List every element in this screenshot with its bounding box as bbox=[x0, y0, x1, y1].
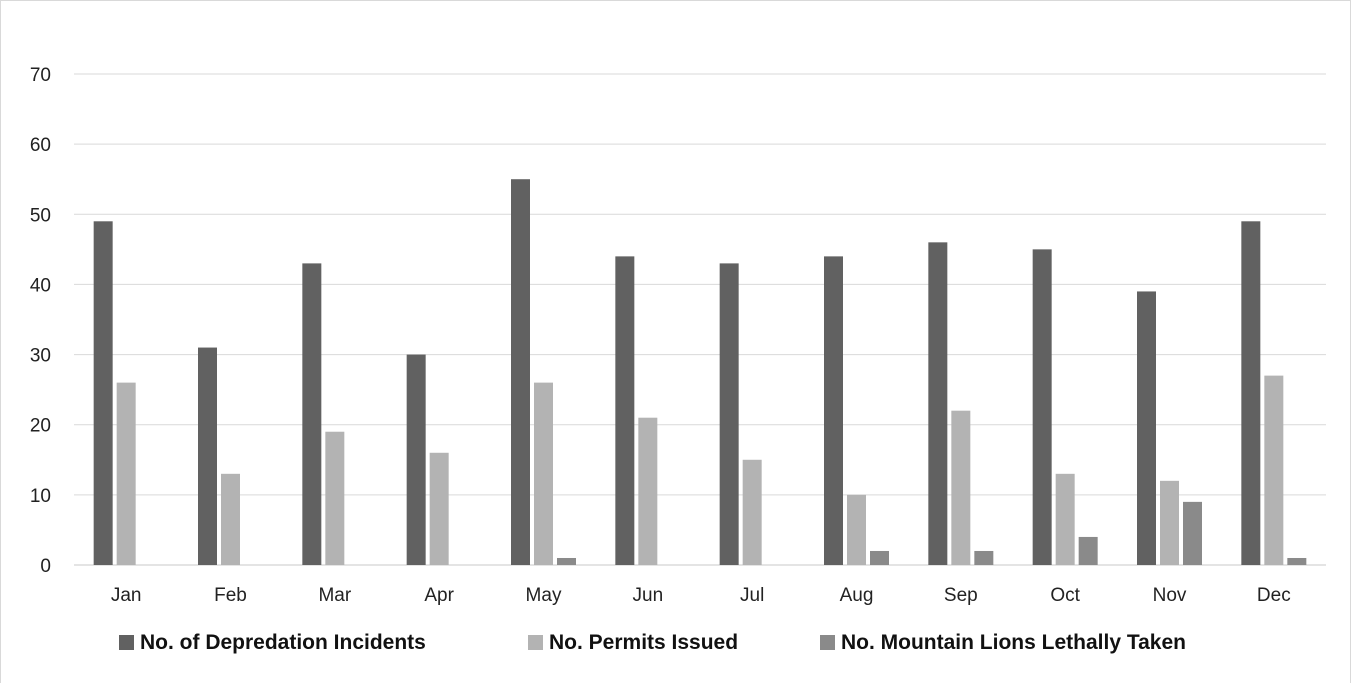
x-tick-label: Feb bbox=[214, 585, 247, 606]
x-axis-ticks: Jan Feb Mar Apr May Jun Jul Aug Sep Oct Nov Dec bbox=[111, 585, 1291, 606]
bar-jul-series-1 bbox=[742, 459, 762, 565]
bar-nov-series-0 bbox=[1137, 291, 1156, 565]
y-tick-label: 10 bbox=[30, 486, 51, 507]
bar-nov-series-2 bbox=[1183, 501, 1202, 565]
bar-mar-series-1 bbox=[325, 431, 345, 565]
bar-jun-series-1 bbox=[638, 417, 658, 565]
gridlines bbox=[74, 73, 1326, 566]
legend: No. of Depredation Incidents No. Permits … bbox=[119, 631, 1186, 654]
bar-jun-series-0 bbox=[615, 256, 635, 565]
legend-label-1: No. Permits Issued bbox=[549, 631, 738, 654]
x-tick-label: Nov bbox=[1153, 585, 1187, 606]
y-tick-label: 20 bbox=[30, 416, 51, 437]
bar-oct-series-2 bbox=[1078, 536, 1098, 565]
bar-sep-series-1 bbox=[951, 410, 971, 565]
bar-oct-series-0 bbox=[1032, 249, 1052, 565]
bar-aug-series-1 bbox=[847, 494, 866, 565]
bar-aug-series-0 bbox=[824, 256, 843, 565]
bar-dec-series-2 bbox=[1287, 557, 1307, 565]
legend-swatch-2 bbox=[820, 635, 835, 650]
x-tick-label: Oct bbox=[1050, 585, 1080, 606]
bar-sep-series-0 bbox=[928, 242, 948, 566]
x-tick-label: Jul bbox=[740, 585, 764, 606]
x-tick-label: Jan bbox=[111, 585, 142, 606]
x-tick-label: Apr bbox=[424, 585, 454, 606]
bar-may-series-0 bbox=[511, 179, 530, 565]
y-tick-label: 60 bbox=[30, 135, 51, 156]
bar-sep-series-2 bbox=[974, 550, 994, 565]
bar-aug-series-2 bbox=[870, 550, 889, 565]
y-tick-label: 0 bbox=[40, 556, 51, 577]
x-tick-label: Mar bbox=[318, 585, 351, 606]
legend-label-0: No. of Depredation Incidents bbox=[140, 631, 426, 654]
bar-may-series-2 bbox=[557, 557, 576, 565]
bar-jan-series-0 bbox=[93, 221, 113, 566]
x-tick-label: Aug bbox=[840, 585, 874, 606]
bar-feb-series-1 bbox=[221, 473, 240, 565]
y-tick-label: 50 bbox=[30, 205, 51, 226]
x-tick-label: Jun bbox=[633, 585, 664, 606]
x-tick-label: Dec bbox=[1257, 585, 1291, 606]
bar-mar-series-0 bbox=[302, 263, 322, 565]
bar-jul-series-0 bbox=[719, 263, 739, 565]
x-tick-label: May bbox=[526, 585, 562, 606]
bar-may-series-1 bbox=[534, 382, 553, 565]
bars bbox=[93, 179, 1307, 566]
legend-swatch-0 bbox=[119, 635, 134, 650]
bar-apr-series-1 bbox=[429, 452, 449, 565]
y-tick-label: 70 bbox=[30, 65, 51, 86]
bar-dec-series-1 bbox=[1264, 375, 1284, 565]
x-tick-label: Sep bbox=[944, 585, 978, 606]
bar-feb-series-0 bbox=[198, 347, 217, 565]
bar-oct-series-1 bbox=[1055, 473, 1075, 565]
y-axis-ticks: 0 10 20 30 40 50 60 70 bbox=[30, 65, 51, 577]
bar-dec-series-0 bbox=[1241, 221, 1261, 566]
y-tick-label: 30 bbox=[30, 346, 51, 367]
bar-apr-series-0 bbox=[406, 354, 426, 565]
y-tick-label: 40 bbox=[30, 275, 51, 296]
legend-swatch-1 bbox=[528, 635, 543, 650]
legend-label-2: No. Mountain Lions Lethally Taken bbox=[841, 631, 1186, 654]
bar-jan-series-1 bbox=[116, 382, 136, 565]
bar-nov-series-1 bbox=[1160, 480, 1179, 565]
